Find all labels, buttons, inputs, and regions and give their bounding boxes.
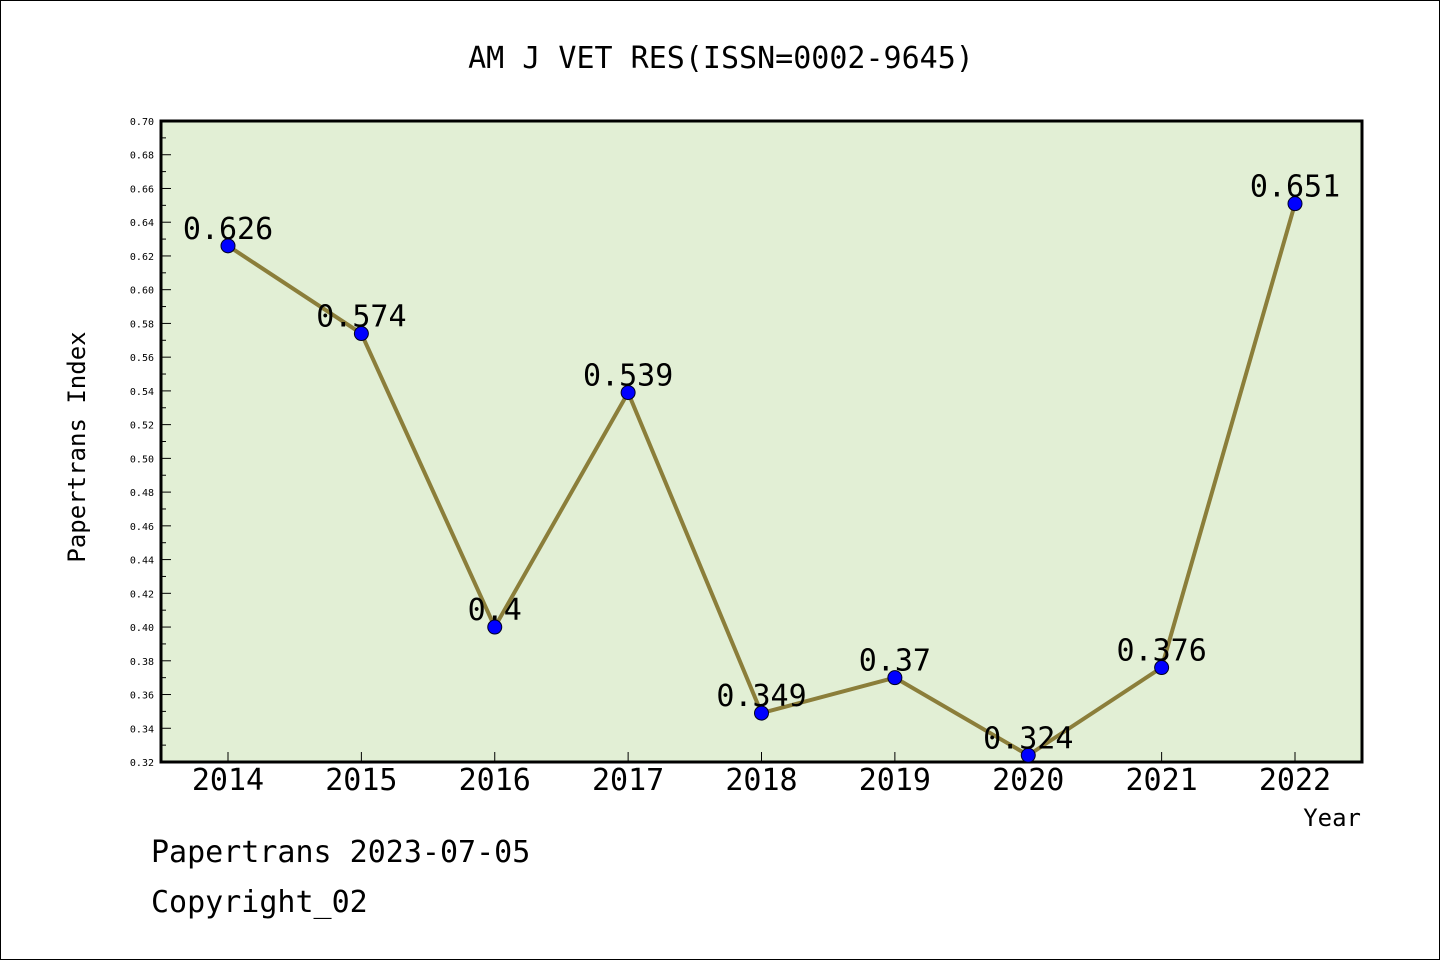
- data-point: [353, 326, 369, 342]
- y-tick-label: 0.56: [130, 353, 154, 364]
- x-tick-label: 2018: [725, 763, 797, 798]
- y-tick-label: 0.32: [130, 758, 154, 769]
- x-tick-label: 2022: [1259, 763, 1331, 798]
- y-axis-ticks: 0.32 0.34 0.36 0.38 0.40 0.42 0.44 0.46 0.48 0.50…: [130, 117, 171, 769]
- data-label: 0.626: [183, 212, 273, 247]
- x-tick-label: 2015: [325, 763, 397, 798]
- data-label: 0.376: [1116, 634, 1206, 669]
- y-tick-label: 0.40: [130, 623, 154, 634]
- data-label: 0.349: [716, 679, 806, 714]
- x-tick-label: 2017: [592, 763, 664, 798]
- y-tick-label: 0.34: [130, 724, 154, 735]
- x-axis-ticks: 2014 2015 2016 2017 2018 2019 2020 2021 2022: [192, 752, 1331, 798]
- y-tick-label: 0.46: [130, 522, 154, 533]
- y-tick-label: 0.48: [130, 488, 154, 499]
- chart-title: AM J VET RES(ISSN=0002-9645): [468, 41, 974, 76]
- data-label: 0.37: [859, 644, 931, 679]
- plot-area: [159, 119, 1364, 764]
- data-point: [487, 619, 503, 635]
- y-tick-label: 0.66: [130, 184, 154, 195]
- data-label: 0.651: [1250, 170, 1340, 205]
- footer-copyright: Copyright_02: [151, 885, 368, 920]
- data-point: [754, 705, 769, 721]
- y-tick-label: 0.60: [130, 286, 154, 297]
- y-tick-label: 0.42: [130, 589, 154, 600]
- data-point: [1154, 660, 1170, 676]
- data-label: 0.539: [583, 359, 673, 394]
- y-tick-label: 0.64: [130, 218, 154, 229]
- y-tick-label: 0.54: [130, 387, 154, 398]
- y-tick-label: 0.52: [130, 421, 154, 432]
- y-tick-label: 0.62: [130, 252, 154, 263]
- x-tick-label: 2021: [1126, 763, 1198, 798]
- data-point: [1020, 747, 1036, 763]
- data-point: [1287, 196, 1303, 212]
- data-labels: 0.626 0.574 0.4 0.539 0.349 0.37 0.324 0.376 0.6…: [183, 170, 1340, 757]
- x-axis-label: Year: [1303, 804, 1361, 832]
- x-tick-label: 2020: [992, 763, 1064, 798]
- y-tick-label: 0.44: [130, 556, 154, 567]
- y-axis-label: Papertrans Index: [63, 331, 91, 562]
- y-tick-label: 0.58: [130, 319, 154, 330]
- x-tick-label: 2014: [192, 763, 264, 798]
- x-tick-label: 2019: [859, 763, 931, 798]
- y-tick-label: 0.68: [130, 151, 154, 162]
- data-point: [620, 385, 636, 401]
- y-tick-label: 0.36: [130, 691, 154, 702]
- data-label: 0.4: [468, 593, 522, 628]
- x-tick-label: 2016: [459, 763, 531, 798]
- data-label: 0.324: [983, 721, 1073, 756]
- y-tick-label: 0.70: [130, 117, 154, 128]
- data-label: 0.574: [316, 300, 406, 335]
- series-line-group: [220, 196, 1303, 763]
- y-tick-label: 0.50: [130, 454, 154, 465]
- footer-date: Papertrans 2023-07-05: [151, 835, 531, 870]
- y-tick-label: 0.38: [130, 657, 154, 668]
- data-point: [887, 670, 903, 686]
- data-point: [220, 238, 236, 254]
